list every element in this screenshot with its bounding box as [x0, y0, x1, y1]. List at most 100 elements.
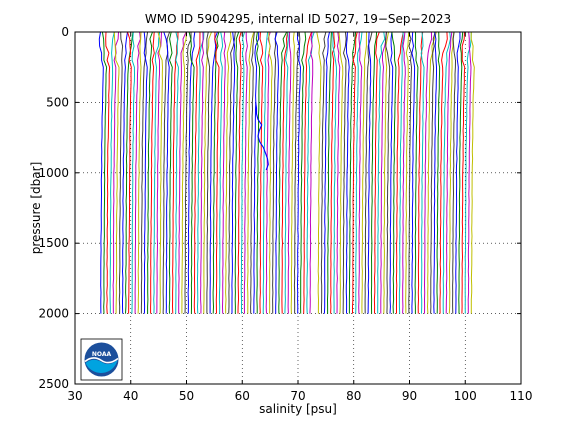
profile-line: [316, 31, 322, 314]
profile-line: [156, 31, 162, 314]
profile-line: [118, 31, 124, 314]
profile-line: [395, 31, 404, 314]
profile-line: [143, 31, 148, 314]
profile-line: [262, 31, 269, 314]
profile-line: [330, 31, 336, 314]
profile-line: [113, 31, 120, 314]
profile-line: [193, 31, 201, 314]
profile-line: [253, 31, 260, 314]
profile-line: [175, 31, 179, 314]
profile-line: [367, 31, 372, 314]
profile-line: [250, 31, 255, 314]
profile-line: [188, 31, 195, 314]
profile-line: [448, 31, 455, 314]
profile-line: [168, 31, 173, 314]
profile-line: [200, 31, 205, 314]
profile-line: [358, 31, 363, 314]
profile-line: [352, 31, 358, 314]
profile-line: [430, 31, 436, 314]
profile-line: [112, 31, 119, 314]
profile-line: [320, 31, 327, 314]
y-tick-label: 0: [61, 25, 69, 39]
profile-line: [127, 31, 132, 314]
profile-line: [121, 31, 128, 314]
profile-line: [452, 31, 457, 314]
profile-line: [184, 31, 192, 314]
profile-line: [228, 31, 236, 314]
profile-line: [300, 31, 307, 314]
x-tick-label: 50: [179, 389, 194, 403]
y-tick-label: 1000: [38, 166, 69, 180]
profile-line: [255, 31, 260, 314]
profile-line: [464, 31, 472, 314]
chart-title: WMO ID 5904295, internal ID 5027, 19−Sep…: [145, 12, 451, 26]
profile-line: [98, 31, 104, 314]
profile-line: [336, 31, 341, 314]
profile-line: [373, 31, 380, 314]
profile-line: [417, 31, 424, 314]
profile-line: [131, 31, 136, 314]
profile-line: [137, 31, 142, 314]
profile-line: [383, 31, 389, 314]
profile-line: [380, 31, 387, 314]
profile-line: [105, 31, 111, 314]
profile-line: [225, 31, 232, 314]
profile-line: [391, 31, 397, 314]
y-tick-label: 2500: [38, 377, 69, 391]
profile-line: [278, 31, 288, 314]
profile-line: [234, 31, 240, 314]
profile-line: [303, 31, 312, 314]
profile-line: [445, 31, 453, 314]
profile-line: [265, 31, 271, 314]
profile-line: [398, 31, 404, 314]
profile-line: [458, 31, 464, 314]
profile-line: [157, 31, 164, 314]
profile-line: [306, 31, 315, 314]
x-tick-label: 40: [123, 389, 138, 403]
profile-line: [377, 31, 386, 314]
profile-line: [364, 31, 373, 314]
profile-line: [442, 31, 451, 314]
profile-line: [101, 31, 108, 314]
profile-line: [467, 31, 472, 314]
profile-line: [218, 31, 224, 314]
x-tick-label: 110: [510, 389, 533, 403]
profile-line: [281, 31, 289, 314]
profile-line: [384, 31, 391, 314]
profile-line: [221, 31, 227, 314]
profile-line: [214, 31, 220, 314]
profile-line: [293, 31, 301, 314]
profile-line: [411, 31, 416, 314]
profile-line: [246, 31, 255, 314]
profile-line: [212, 31, 220, 314]
profile-line: [323, 31, 330, 314]
profile-line: [203, 31, 212, 314]
profile-line: [402, 31, 406, 314]
x-tick-label: 80: [346, 389, 361, 403]
x-tick-label: 90: [402, 389, 417, 403]
profile-line: [134, 31, 141, 314]
profile-line: [414, 31, 419, 314]
noaa-logo-icon: NOAA: [80, 338, 123, 381]
profile-line: [439, 31, 448, 314]
profile-line: [268, 31, 273, 314]
profile-lines: [98, 31, 475, 314]
profile-line: [150, 31, 155, 314]
x-axis-label: salinity [psu]: [259, 402, 337, 416]
x-tick-label: 70: [290, 389, 305, 403]
profile-line: [287, 31, 292, 314]
profile-line: [461, 31, 466, 314]
profile-line: [272, 31, 277, 314]
profile-line: [420, 31, 425, 314]
logo-label: NOAA: [92, 351, 112, 358]
profile-line: [140, 31, 149, 314]
profile-line: [426, 31, 437, 314]
profile-line: [338, 31, 344, 314]
profile-line: [455, 31, 461, 314]
profile-line: [342, 31, 347, 314]
profile-line: [326, 31, 332, 314]
profile-line: [389, 31, 394, 314]
logo-wave: [84, 357, 119, 364]
profile-line: [196, 31, 205, 314]
